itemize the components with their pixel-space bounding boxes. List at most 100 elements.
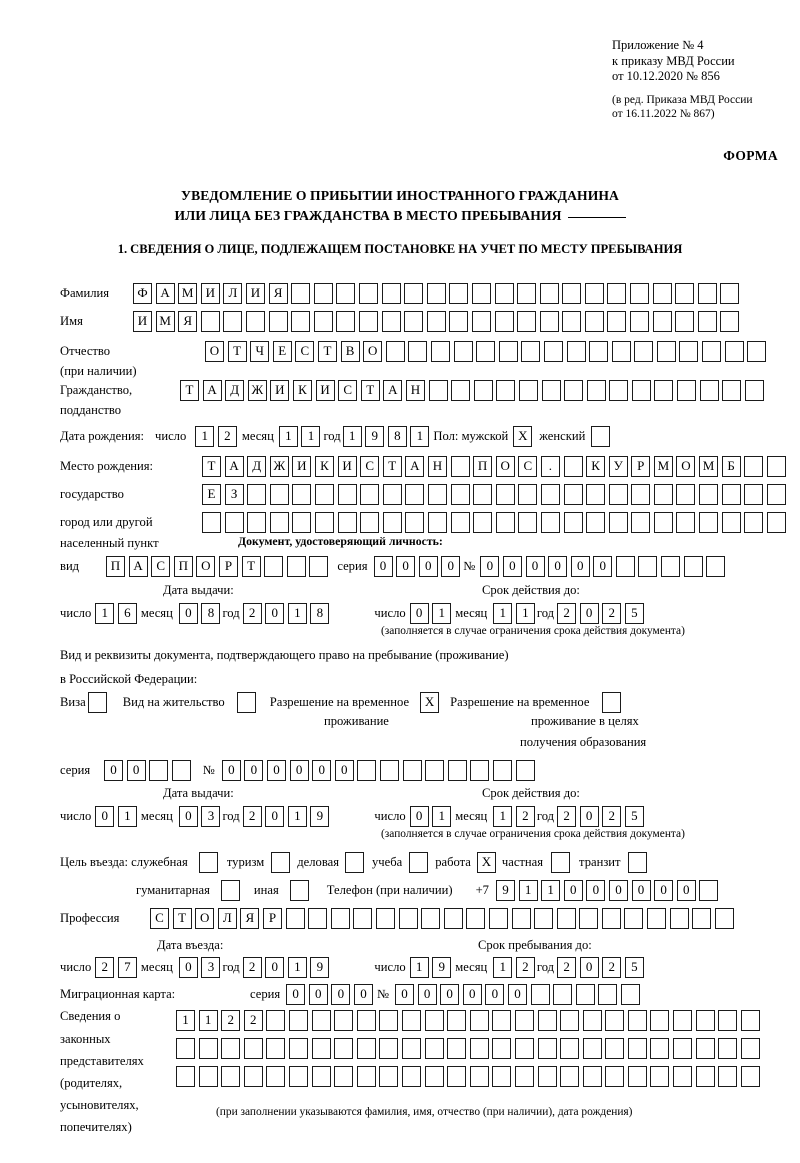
char-cell[interactable]: С xyxy=(151,556,171,577)
char-cell[interactable] xyxy=(620,984,640,1005)
char-cell[interactable] xyxy=(494,283,514,304)
char-cell[interactable] xyxy=(336,283,356,304)
char-cell[interactable] xyxy=(673,1066,693,1087)
char-cell[interactable]: А xyxy=(202,380,222,401)
char-cell[interactable] xyxy=(695,1010,715,1031)
char-cell[interactable] xyxy=(511,908,531,929)
purpose-study-checkbox[interactable] xyxy=(409,852,429,873)
char-cell[interactable]: 5 xyxy=(624,603,644,624)
char-cell[interactable] xyxy=(586,380,606,401)
char-cell[interactable]: 2 xyxy=(602,806,622,827)
char-cell[interactable] xyxy=(564,380,584,401)
char-cell[interactable] xyxy=(451,380,471,401)
char-cell[interactable] xyxy=(518,512,538,533)
char-cell[interactable] xyxy=(224,512,244,533)
char-cell[interactable]: П xyxy=(173,556,193,577)
char-cell[interactable]: 1 xyxy=(278,426,298,447)
char-cell[interactable] xyxy=(443,908,463,929)
char-cell[interactable]: 5 xyxy=(624,957,644,978)
char-cell[interactable] xyxy=(473,512,493,533)
char-cell[interactable] xyxy=(425,760,445,781)
char-cell[interactable]: 0 xyxy=(289,760,309,781)
char-cell[interactable]: Т xyxy=(172,908,192,929)
char-cell[interactable]: 0 xyxy=(507,984,527,1005)
char-cell[interactable] xyxy=(702,341,722,362)
char-cell[interactable]: 2 xyxy=(95,957,115,978)
char-cell[interactable]: Т xyxy=(317,341,337,362)
char-cell[interactable]: 0 xyxy=(267,760,286,781)
char-cell[interactable] xyxy=(447,760,467,781)
char-cell[interactable] xyxy=(586,484,606,505)
char-cell[interactable]: 0 xyxy=(178,806,198,827)
char-cell[interactable]: 8 xyxy=(310,603,330,624)
char-cell[interactable]: 3 xyxy=(201,957,221,978)
char-cell[interactable] xyxy=(447,1038,467,1059)
char-cell[interactable] xyxy=(337,484,357,505)
char-cell[interactable] xyxy=(534,908,554,929)
char-cell[interactable] xyxy=(722,380,742,401)
char-cell[interactable]: 0 xyxy=(286,984,306,1005)
char-cell[interactable]: Т xyxy=(360,380,380,401)
char-cell[interactable] xyxy=(469,1038,489,1059)
char-cell[interactable] xyxy=(358,283,378,304)
char-cell[interactable]: И xyxy=(315,380,335,401)
char-cell[interactable]: 8 xyxy=(387,426,407,447)
char-cell[interactable]: М xyxy=(699,456,719,477)
char-cell[interactable] xyxy=(607,311,627,332)
char-cell[interactable] xyxy=(589,341,609,362)
char-cell[interactable] xyxy=(699,880,719,901)
char-cell[interactable]: Е xyxy=(272,341,292,362)
char-cell[interactable]: 0 xyxy=(502,556,522,577)
char-cell[interactable] xyxy=(675,311,695,332)
char-cell[interactable]: К xyxy=(292,380,312,401)
char-cell[interactable]: А xyxy=(224,456,244,477)
char-cell[interactable] xyxy=(541,380,561,401)
char-cell[interactable]: 2 xyxy=(243,1010,263,1031)
char-cell[interactable] xyxy=(379,1038,399,1059)
char-cell[interactable]: 0 xyxy=(462,984,482,1005)
char-cell[interactable]: 2 xyxy=(602,603,622,624)
char-cell[interactable] xyxy=(360,484,380,505)
char-cell[interactable] xyxy=(740,1038,760,1059)
char-cell[interactable] xyxy=(292,484,312,505)
char-cell[interactable] xyxy=(450,456,470,477)
purpose-business-checkbox[interactable] xyxy=(345,852,364,873)
char-cell[interactable] xyxy=(676,512,696,533)
char-cell[interactable] xyxy=(695,1038,715,1059)
char-cell[interactable] xyxy=(706,556,726,577)
char-cell[interactable] xyxy=(676,484,696,505)
purpose-humanitarian-checkbox[interactable] xyxy=(220,880,240,901)
char-cell[interactable]: 5 xyxy=(624,806,644,827)
char-cell[interactable] xyxy=(530,984,550,1005)
char-cell[interactable]: М xyxy=(653,456,673,477)
char-cell[interactable] xyxy=(492,1038,512,1059)
char-cell[interactable] xyxy=(724,341,744,362)
char-cell[interactable] xyxy=(450,512,470,533)
char-cell[interactable]: 6 xyxy=(117,603,137,624)
char-cell[interactable] xyxy=(401,1010,421,1031)
char-cell[interactable] xyxy=(269,484,289,505)
char-cell[interactable] xyxy=(313,311,333,332)
char-cell[interactable] xyxy=(421,908,441,929)
char-cell[interactable] xyxy=(221,1066,241,1087)
char-cell[interactable] xyxy=(650,1066,670,1087)
char-cell[interactable]: 2 xyxy=(557,806,577,827)
char-cell[interactable] xyxy=(537,1066,557,1087)
char-cell[interactable] xyxy=(311,1038,331,1059)
char-cell[interactable] xyxy=(563,456,583,477)
char-cell[interactable] xyxy=(566,341,586,362)
char-cell[interactable]: 0 xyxy=(353,984,373,1005)
char-cell[interactable]: К xyxy=(586,456,606,477)
char-cell[interactable]: Т xyxy=(382,456,402,477)
char-cell[interactable]: Л xyxy=(217,908,237,929)
